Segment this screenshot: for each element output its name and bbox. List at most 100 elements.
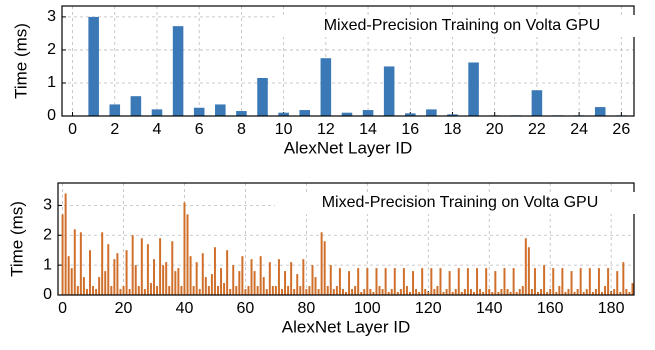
y-tick-label: 3 xyxy=(43,197,52,214)
bar xyxy=(451,292,454,295)
x-tick-label: 4 xyxy=(153,121,162,138)
bar xyxy=(320,232,323,295)
bar xyxy=(210,274,213,295)
x-tick-label: 160 xyxy=(537,300,564,317)
bar xyxy=(555,292,558,295)
bar xyxy=(299,286,302,295)
bar xyxy=(76,286,79,295)
bar xyxy=(622,262,625,295)
bar xyxy=(399,289,402,295)
bar xyxy=(220,268,223,295)
y-tick-label: 2 xyxy=(43,226,52,243)
bar xyxy=(338,268,341,295)
bar xyxy=(88,16,99,116)
bar xyxy=(125,250,128,295)
bar xyxy=(573,292,576,295)
bar xyxy=(384,268,387,295)
bar xyxy=(335,286,338,295)
bar xyxy=(119,289,122,295)
bar xyxy=(360,292,363,295)
bar xyxy=(447,114,458,116)
bar xyxy=(128,289,131,295)
chart-title: Mixed-Precision Training on Volta GPU xyxy=(322,194,599,211)
bar xyxy=(585,289,588,295)
bar xyxy=(189,256,192,295)
bar xyxy=(582,292,585,295)
x-tick-label: 26 xyxy=(612,121,630,138)
bar xyxy=(151,109,163,116)
bar xyxy=(159,238,162,295)
bar xyxy=(567,289,570,295)
bar xyxy=(95,289,98,295)
bar xyxy=(64,193,67,295)
bar xyxy=(354,286,357,295)
x-tick-label: 80 xyxy=(297,300,315,317)
bar xyxy=(168,286,171,295)
bar xyxy=(271,286,274,295)
bar xyxy=(619,292,622,295)
bar xyxy=(491,292,494,295)
bar xyxy=(130,96,142,116)
bar xyxy=(402,268,405,295)
bar xyxy=(351,289,354,295)
bar xyxy=(362,110,374,116)
y-tick-label: 1 xyxy=(43,256,52,273)
bar xyxy=(601,292,603,295)
bar xyxy=(509,292,512,295)
bar xyxy=(524,238,527,295)
bar xyxy=(479,289,482,295)
bar xyxy=(468,62,479,116)
bar xyxy=(281,289,283,295)
bar xyxy=(116,253,119,295)
bar xyxy=(357,268,360,295)
bar xyxy=(287,286,290,295)
bar xyxy=(375,268,378,295)
bar xyxy=(383,66,395,116)
x-tick-label: 2 xyxy=(110,121,119,138)
x-tick-label: 10 xyxy=(275,121,293,138)
title-background xyxy=(275,192,645,214)
x-tick-label: 140 xyxy=(476,300,503,317)
bar xyxy=(396,292,399,295)
bar xyxy=(588,268,591,295)
bar xyxy=(137,286,140,295)
bar xyxy=(512,268,515,295)
x-tick-label: 8 xyxy=(237,121,246,138)
bar xyxy=(533,268,536,295)
x-tick-label: 24 xyxy=(570,121,588,138)
bar xyxy=(540,289,543,295)
bar xyxy=(253,271,256,295)
bar xyxy=(482,292,485,295)
x-tick-label: 20 xyxy=(486,121,504,138)
bar xyxy=(101,232,104,295)
y-axis-label: Time (ms) xyxy=(11,23,30,99)
bar xyxy=(500,289,503,295)
bar xyxy=(274,286,277,295)
plot-frame xyxy=(61,5,635,117)
bar xyxy=(549,289,552,295)
bar xyxy=(317,289,320,295)
bar xyxy=(193,107,205,116)
bar xyxy=(215,104,226,116)
bar xyxy=(241,256,244,295)
x-tick-label: 100 xyxy=(354,300,381,317)
bar xyxy=(436,286,439,295)
bar xyxy=(198,289,201,295)
bar xyxy=(89,250,91,295)
bar xyxy=(537,292,539,295)
bar xyxy=(257,78,268,116)
bar xyxy=(424,289,427,295)
bar xyxy=(262,277,265,295)
x-tick-label: 18 xyxy=(444,121,462,138)
bar xyxy=(70,268,73,295)
bar xyxy=(235,286,238,295)
bar xyxy=(476,268,479,295)
bar xyxy=(531,90,543,116)
bar xyxy=(604,286,607,295)
bar xyxy=(415,289,418,295)
bar xyxy=(217,286,219,295)
bar xyxy=(236,111,247,116)
bar xyxy=(268,262,271,295)
bar xyxy=(290,262,293,295)
